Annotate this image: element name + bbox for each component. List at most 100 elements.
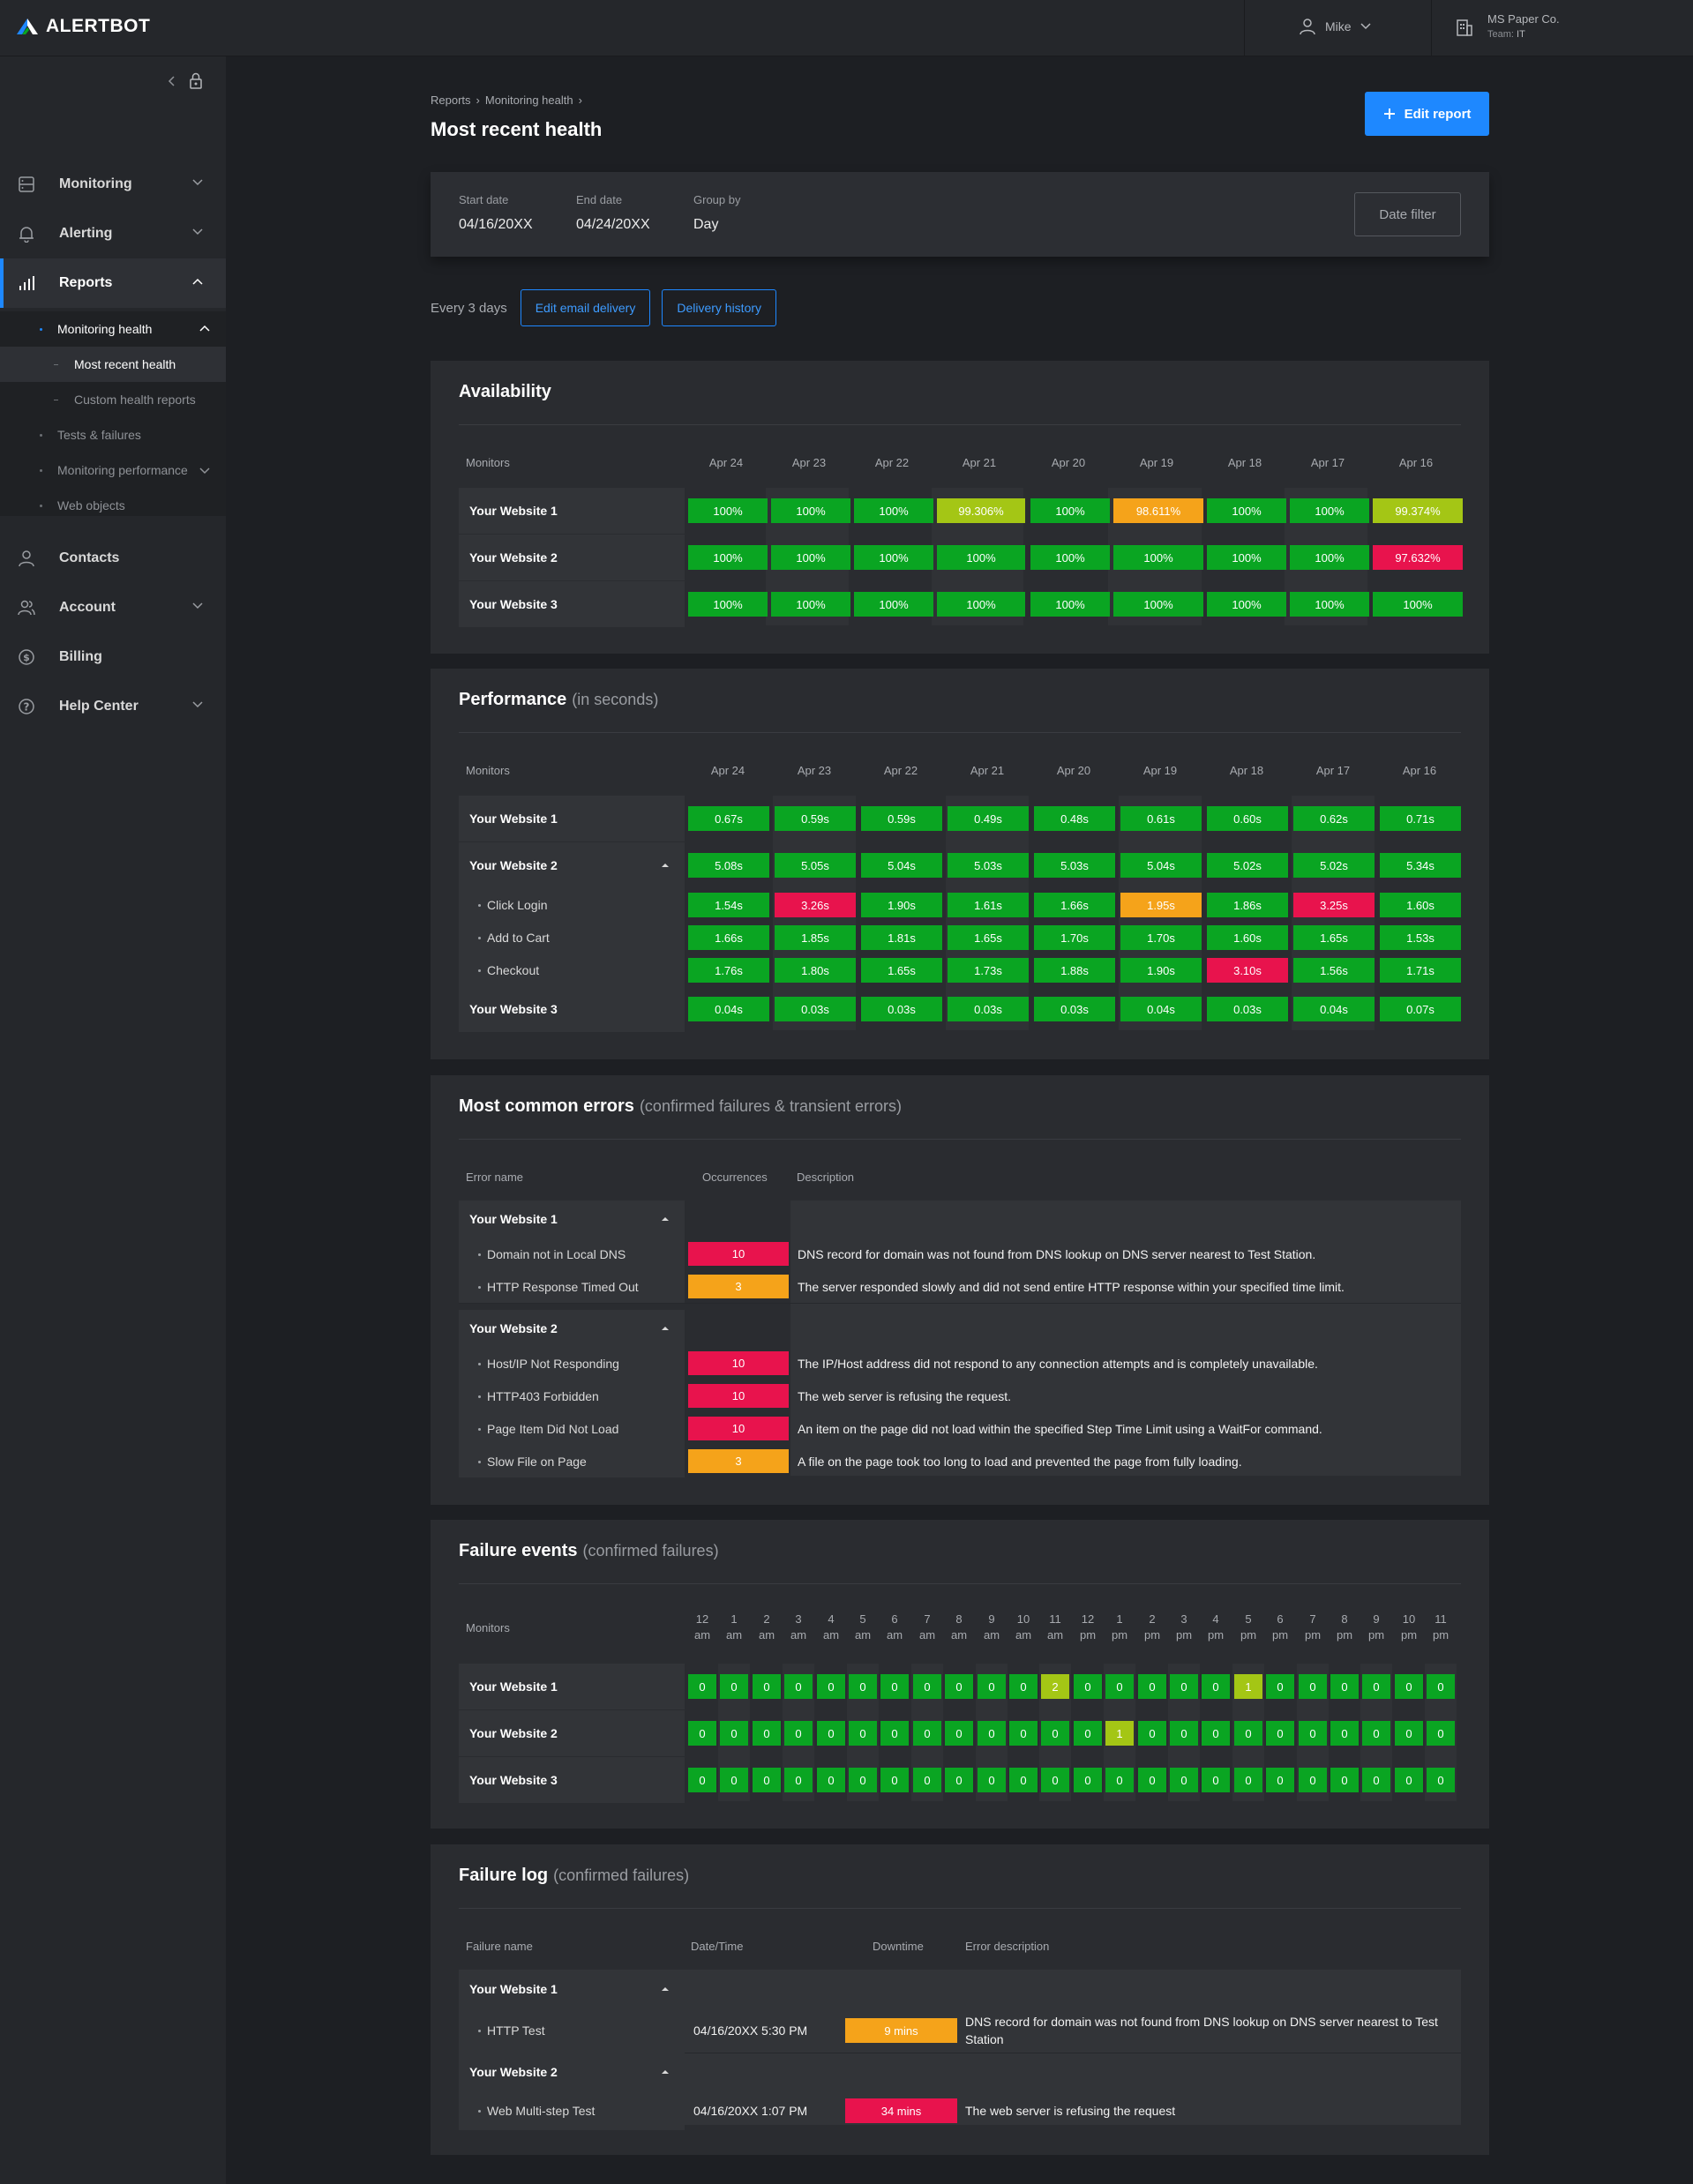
performance-cell[interactable]: 0.07s [1380,997,1461,1021]
caret-up-icon[interactable] [662,2069,669,2075]
failure-event-cell[interactable]: 0 [945,1674,973,1699]
failure-event-cell[interactable]: 0 [753,1721,781,1746]
failure-event-cell[interactable]: 0 [1299,1721,1327,1746]
performance-cell[interactable]: 5.08s [688,853,769,878]
performance-cell[interactable]: 1.65s [861,958,942,983]
performance-cell[interactable]: 0.48s [1034,806,1115,831]
failure-event-cell[interactable]: 0 [849,1721,877,1746]
failure-event-cell[interactable]: 0 [913,1768,941,1792]
availability-cell[interactable]: 100% [1290,498,1369,523]
monitor-row-label[interactable]: Your Website 2 [459,842,685,888]
failure-event-cell[interactable]: 0 [1395,1768,1423,1792]
monitor-row-label[interactable]: Your Website 3 [459,986,685,1032]
lock-icon[interactable] [189,72,203,90]
failure-event-cell[interactable]: 0 [1009,1768,1038,1792]
breadcrumb-monitoring-health[interactable]: Monitoring health [484,93,573,107]
availability-cell[interactable]: 100% [1030,592,1110,617]
performance-cell[interactable]: 3.26s [775,893,856,917]
performance-cell[interactable]: 1.54s [688,893,769,917]
availability-cell[interactable]: 100% [688,592,768,617]
sidebar-item-account[interactable]: Account [0,583,226,632]
failure-event-cell[interactable]: 0 [688,1768,716,1792]
availability-cell[interactable]: 100% [771,592,850,617]
failure-event-cell[interactable]: 0 [1234,1721,1262,1746]
sidebar-item-help-center[interactable]: ? Help Center [0,682,226,731]
performance-cell[interactable]: 1.56s [1293,958,1375,983]
failure-event-cell[interactable]: 0 [880,1674,909,1699]
failure-event-cell[interactable]: 0 [1170,1721,1198,1746]
failure-event-cell[interactable]: 0 [1170,1768,1198,1792]
failure-event-cell[interactable]: 0 [1138,1768,1166,1792]
failure-event-cell[interactable]: 0 [1041,1768,1069,1792]
sidebar-item-billing[interactable]: $ Billing [0,632,226,682]
caret-up-icon[interactable] [662,1986,669,1992]
performance-cell[interactable]: 3.10s [1207,958,1288,983]
performance-cell[interactable]: 1.65s [1293,925,1375,950]
performance-cell[interactable]: 1.65s [948,925,1029,950]
performance-cell[interactable]: 0.61s [1120,806,1202,831]
performance-cell[interactable]: 1.90s [861,893,942,917]
user-menu[interactable]: Mike [1299,18,1371,35]
failure-event-cell[interactable]: 0 [784,1768,813,1792]
step-row-label[interactable]: Add to Cart [459,921,685,954]
performance-cell[interactable]: 5.05s [775,853,856,878]
performance-cell[interactable]: 5.03s [1034,853,1115,878]
failure-event-cell[interactable]: 0 [1105,1768,1134,1792]
failure-event-cell[interactable]: 0 [753,1674,781,1699]
delivery-history-button[interactable]: Delivery history [662,289,777,326]
performance-cell[interactable]: 0.59s [861,806,942,831]
availability-cell[interactable]: 100% [1290,545,1369,570]
failure-event-cell[interactable]: 0 [913,1721,941,1746]
performance-cell[interactable]: 5.02s [1207,853,1288,878]
failure-event-cell[interactable]: 0 [1395,1721,1423,1746]
failure-event-cell[interactable]: 1 [1234,1674,1262,1699]
performance-cell[interactable]: 1.95s [1120,893,1202,917]
availability-cell[interactable]: 100% [854,545,933,570]
failure-event-cell[interactable]: 0 [1362,1768,1390,1792]
performance-cell[interactable]: 1.60s [1380,893,1461,917]
performance-cell[interactable]: 1.90s [1120,958,1202,983]
availability-cell[interactable]: 99.374% [1373,498,1463,523]
monitor-row-label[interactable]: Your Website 1 [459,796,685,841]
failure-event-cell[interactable]: 0 [1266,1674,1294,1699]
sidebar-item-alerting[interactable]: Alerting [0,209,226,258]
failure-event-cell[interactable]: 0 [1427,1721,1455,1746]
sidebar-sub-tests-failures[interactable]: Tests & failures [0,417,226,453]
availability-cell[interactable]: 100% [1030,545,1110,570]
failure-event-cell[interactable]: 0 [1074,1674,1102,1699]
monitor-row-label[interactable]: Your Website 1 [459,488,685,534]
failure-event-cell[interactable]: 0 [753,1768,781,1792]
performance-cell[interactable]: 1.85s [775,925,856,950]
failure-event-cell[interactable]: 0 [1138,1721,1166,1746]
sidebar-sub-custom-health-reports[interactable]: Custom health reports [0,382,226,417]
performance-cell[interactable]: 1.61s [948,893,1029,917]
performance-cell[interactable]: 1.88s [1034,958,1115,983]
sidebar-item-contacts[interactable]: Contacts [0,534,226,583]
failure-event-cell[interactable]: 0 [1427,1674,1455,1699]
availability-cell[interactable]: 100% [854,498,933,523]
failure-event-cell[interactable]: 0 [1362,1721,1390,1746]
performance-cell[interactable]: 0.04s [688,997,769,1021]
availability-cell[interactable]: 100% [688,498,768,523]
performance-cell[interactable]: 0.62s [1293,806,1375,831]
availability-cell[interactable]: 100% [854,592,933,617]
performance-cell[interactable]: 1.76s [688,958,769,983]
end-date-field[interactable]: End date 04/24/20XX [576,193,650,233]
failure-event-cell[interactable]: 0 [1009,1721,1038,1746]
failure-event-cell[interactable]: 0 [849,1674,877,1699]
availability-cell[interactable]: 99.306% [937,498,1025,523]
performance-cell[interactable]: 5.02s [1293,853,1375,878]
group-by-field[interactable]: Group by Day [693,193,740,233]
failure-event-cell[interactable]: 0 [880,1768,909,1792]
performance-cell[interactable]: 0.03s [775,997,856,1021]
failure-event-cell[interactable]: 0 [978,1721,1006,1746]
sidebar-sub-web-objects[interactable]: Web objects [0,488,226,523]
performance-cell[interactable]: 1.73s [948,958,1029,983]
failure-event-cell[interactable]: 0 [1362,1674,1390,1699]
performance-cell[interactable]: 1.70s [1034,925,1115,950]
failure-event-cell[interactable]: 0 [784,1721,813,1746]
failure-event-cell[interactable]: 0 [913,1674,941,1699]
log-group-label[interactable]: Your Website 2 [459,2053,685,2091]
performance-cell[interactable]: 0.04s [1120,997,1202,1021]
caret-up-icon[interactable] [662,863,669,868]
